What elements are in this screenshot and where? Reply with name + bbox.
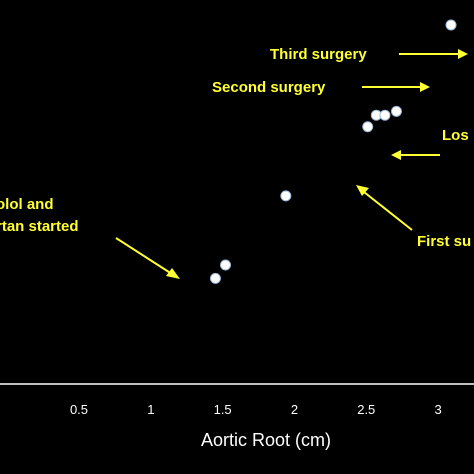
arrow-second-surgery — [362, 82, 430, 92]
data-points — [209, 19, 457, 284]
x-tick-label: 3 — [434, 402, 441, 417]
data-point — [379, 109, 391, 121]
data-point — [362, 121, 374, 133]
x-axis-title: Aortic Root (cm) — [201, 430, 331, 450]
data-point — [390, 105, 402, 117]
x-tick-label: 0.5 — [70, 402, 88, 417]
annotation-treatment-line-2: rtan started — [0, 218, 79, 235]
annotation-losartan: Los — [442, 127, 469, 144]
annotation-second-surgery: Second surgery — [212, 79, 326, 96]
data-point — [445, 19, 457, 31]
x-tick-label: 1 — [147, 402, 154, 417]
x-axis-ticks: 0.5 1 1.5 2 2.5 3 — [70, 402, 442, 417]
arrow-treatment — [115, 237, 180, 279]
x-tick-label: 2.5 — [357, 402, 375, 417]
x-tick-label: 1.5 — [214, 402, 232, 417]
annotation-first-surgery: First su — [417, 233, 471, 250]
annotation-treatment-line-1: olol and — [0, 196, 54, 213]
data-point — [280, 190, 292, 202]
data-point — [220, 259, 232, 271]
data-point — [209, 272, 221, 284]
arrow-first-surgery — [356, 185, 413, 231]
annotation-arrows — [115, 49, 468, 279]
x-tick-label: 2 — [291, 402, 298, 417]
annotation-third-surgery: Third surgery — [270, 46, 367, 63]
arrow-losartan — [391, 150, 440, 160]
arrow-third-surgery — [399, 49, 468, 59]
